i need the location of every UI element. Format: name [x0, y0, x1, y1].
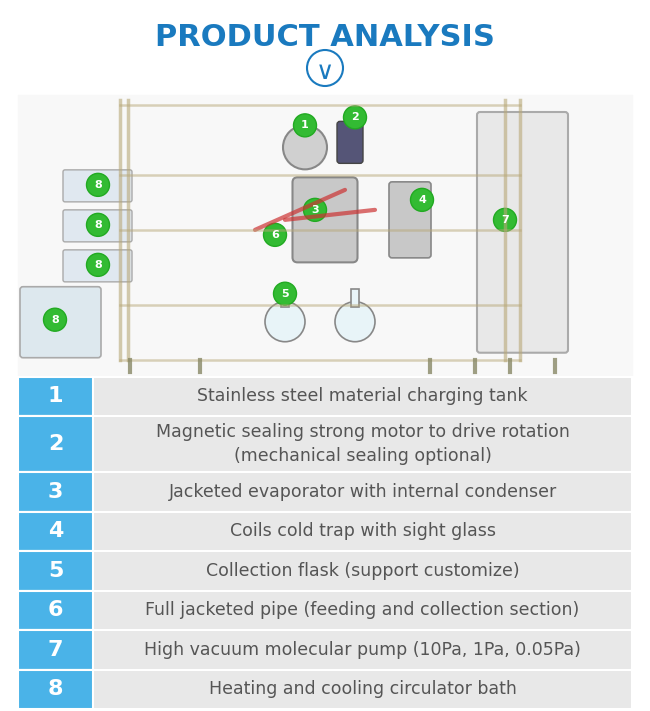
Text: Heating and cooling circulator bath: Heating and cooling circulator bath [209, 680, 517, 698]
Circle shape [274, 282, 296, 305]
FancyBboxPatch shape [18, 512, 93, 551]
Text: Magnetic sealing strong motor to drive rotation
(mechanical sealing optional): Magnetic sealing strong motor to drive r… [155, 424, 569, 465]
FancyBboxPatch shape [18, 377, 93, 416]
Text: 4: 4 [418, 195, 426, 205]
Circle shape [335, 301, 375, 342]
FancyBboxPatch shape [18, 670, 632, 709]
Circle shape [304, 198, 326, 221]
Text: 1: 1 [301, 120, 309, 130]
Text: 8: 8 [94, 220, 102, 230]
Text: 6: 6 [47, 601, 63, 621]
Text: Coils cold trap with sight glass: Coils cold trap with sight glass [229, 523, 495, 540]
FancyBboxPatch shape [18, 670, 93, 709]
Text: 8: 8 [94, 180, 102, 190]
FancyBboxPatch shape [281, 289, 289, 306]
FancyBboxPatch shape [18, 551, 93, 591]
FancyBboxPatch shape [18, 472, 632, 512]
Text: 2: 2 [351, 112, 359, 122]
Circle shape [44, 309, 66, 331]
Text: Stainless steel material charging tank: Stainless steel material charging tank [197, 387, 528, 405]
FancyBboxPatch shape [351, 289, 359, 306]
Circle shape [411, 188, 434, 211]
FancyBboxPatch shape [18, 591, 93, 630]
Text: 1: 1 [47, 387, 63, 407]
FancyBboxPatch shape [63, 250, 132, 282]
FancyBboxPatch shape [63, 170, 132, 202]
Circle shape [86, 173, 109, 196]
FancyBboxPatch shape [18, 416, 632, 472]
Text: 7: 7 [47, 640, 63, 660]
FancyBboxPatch shape [292, 177, 358, 262]
FancyBboxPatch shape [18, 551, 632, 591]
FancyBboxPatch shape [63, 210, 132, 242]
Text: Full jacketed pipe (feeding and collection section): Full jacketed pipe (feeding and collecti… [146, 602, 580, 619]
FancyBboxPatch shape [18, 591, 632, 630]
Text: 6: 6 [271, 230, 279, 240]
Text: 3: 3 [48, 482, 63, 502]
Text: ∨: ∨ [316, 60, 334, 84]
FancyBboxPatch shape [389, 182, 431, 258]
FancyBboxPatch shape [18, 630, 93, 670]
Text: 5: 5 [281, 289, 289, 299]
Circle shape [343, 106, 367, 129]
Text: PRODUCT ANALYSIS: PRODUCT ANALYSIS [155, 23, 495, 53]
FancyBboxPatch shape [18, 630, 632, 670]
Text: 8: 8 [47, 680, 63, 700]
Text: Jacketed evaporator with internal condenser: Jacketed evaporator with internal conden… [168, 483, 556, 501]
FancyBboxPatch shape [18, 95, 632, 375]
Text: High vacuum molecular pump (10Pa, 1Pa, 0.05Pa): High vacuum molecular pump (10Pa, 1Pa, 0… [144, 641, 581, 659]
Circle shape [493, 208, 517, 231]
FancyBboxPatch shape [18, 472, 93, 512]
FancyBboxPatch shape [477, 112, 568, 353]
Text: 3: 3 [311, 205, 318, 215]
FancyBboxPatch shape [18, 377, 632, 416]
Circle shape [294, 114, 317, 137]
Text: 7: 7 [501, 215, 509, 225]
FancyBboxPatch shape [18, 512, 632, 551]
Circle shape [263, 223, 287, 246]
FancyBboxPatch shape [20, 287, 101, 358]
Circle shape [265, 301, 305, 342]
Text: 2: 2 [48, 434, 63, 454]
Text: 5: 5 [48, 561, 63, 581]
Text: 8: 8 [51, 315, 59, 325]
Text: 4: 4 [48, 521, 63, 542]
FancyBboxPatch shape [337, 122, 363, 164]
Circle shape [86, 253, 109, 277]
Circle shape [283, 125, 327, 169]
FancyBboxPatch shape [18, 416, 93, 472]
Circle shape [86, 213, 109, 236]
Text: 8: 8 [94, 260, 102, 270]
Text: Collection flask (support customize): Collection flask (support customize) [205, 562, 519, 580]
